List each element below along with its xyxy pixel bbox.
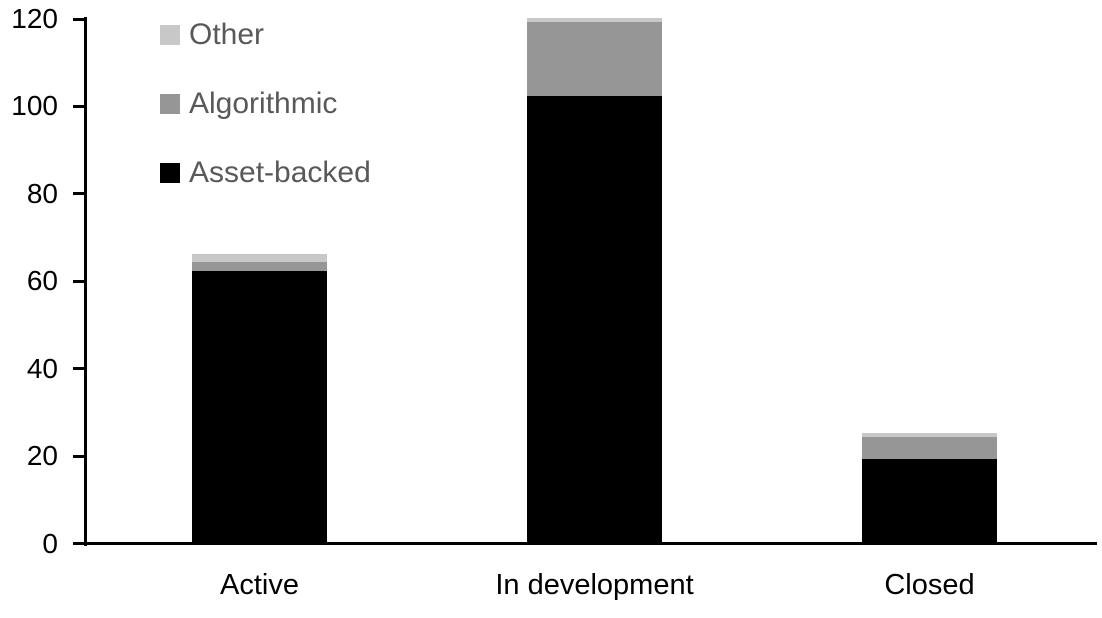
legend-label: Other: [189, 18, 265, 51]
bar-segment-asset-backed: [192, 271, 327, 542]
legend-swatch-other-icon: [160, 25, 180, 45]
bar-segment-algorithmic: [527, 21, 662, 97]
y-axis-tick-label: 0: [42, 527, 58, 559]
x-axis-line: [84, 542, 1097, 545]
legend-swatch-asset-backed-icon: [160, 163, 180, 183]
y-axis-tick: [73, 542, 86, 545]
bar-segment-algorithmic: [862, 437, 997, 459]
category-label: Closed: [884, 569, 975, 601]
bar-segment-other: [862, 432, 997, 438]
legend-item: Algorithmic: [160, 87, 337, 121]
y-axis-tick-label: 120: [11, 3, 58, 34]
y-axis-tick: [73, 279, 86, 283]
category-label: In development: [495, 569, 694, 601]
y-axis-tick-label: 20: [26, 440, 58, 472]
y-axis-tick: [73, 367, 86, 371]
legend-label: Asset-backed: [189, 156, 371, 189]
bar-segment-asset-backed: [527, 96, 662, 542]
y-axis-tick-label: 60: [26, 265, 58, 297]
y-axis-tick-label: 40: [26, 352, 58, 384]
y-axis-tick-label: 80: [26, 177, 58, 209]
bar-segment-other: [527, 17, 662, 22]
legend-item: Asset-backed: [160, 156, 371, 190]
y-axis-tick: [73, 192, 86, 196]
legend-swatch-algorithmic-icon: [160, 94, 180, 114]
bar-segment-asset-backed: [862, 458, 997, 542]
y-axis-tick-label: 100: [11, 90, 58, 122]
y-axis-tick: [73, 104, 86, 108]
y-axis-tick: [73, 454, 86, 458]
legend-label: Algorithmic: [189, 87, 338, 120]
bar-segment-other: [192, 253, 327, 263]
legend-item: Other: [160, 18, 264, 52]
category-label: Active: [220, 569, 299, 601]
y-axis-tick: [73, 17, 86, 21]
bar-segment-algorithmic: [192, 262, 327, 271]
